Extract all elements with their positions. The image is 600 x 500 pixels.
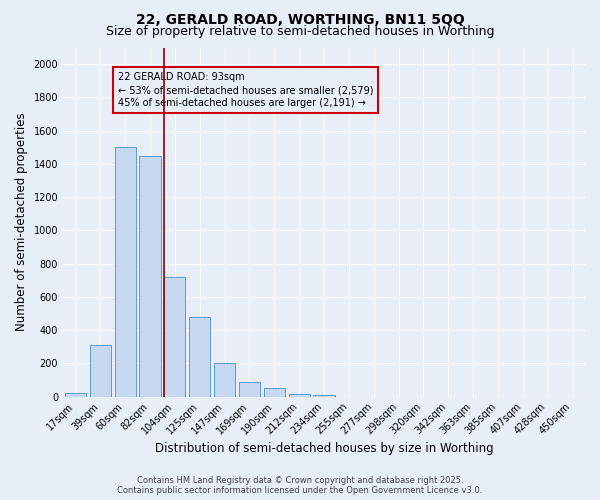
Bar	[115, 147, 136, 396]
Bar	[313, 395, 335, 396]
Bar	[189, 317, 211, 396]
Bar	[90, 345, 111, 397]
Text: 22 GERALD ROAD: 93sqm
← 53% of semi-detached houses are smaller (2,579)
45% of s: 22 GERALD ROAD: 93sqm ← 53% of semi-deta…	[118, 72, 373, 108]
Text: Contains HM Land Registry data © Crown copyright and database right 2025.
Contai: Contains HM Land Registry data © Crown c…	[118, 476, 482, 495]
Bar	[164, 277, 185, 396]
Bar	[65, 394, 86, 396]
Bar	[264, 388, 285, 396]
Y-axis label: Number of semi-detached properties: Number of semi-detached properties	[15, 112, 28, 332]
Bar	[214, 364, 235, 396]
Text: Size of property relative to semi-detached houses in Worthing: Size of property relative to semi-detach…	[106, 25, 494, 38]
Bar	[289, 394, 310, 396]
Bar	[239, 382, 260, 396]
X-axis label: Distribution of semi-detached houses by size in Worthing: Distribution of semi-detached houses by …	[155, 442, 493, 455]
Bar	[139, 156, 161, 396]
Text: 22, GERALD ROAD, WORTHING, BN11 5QQ: 22, GERALD ROAD, WORTHING, BN11 5QQ	[136, 12, 464, 26]
